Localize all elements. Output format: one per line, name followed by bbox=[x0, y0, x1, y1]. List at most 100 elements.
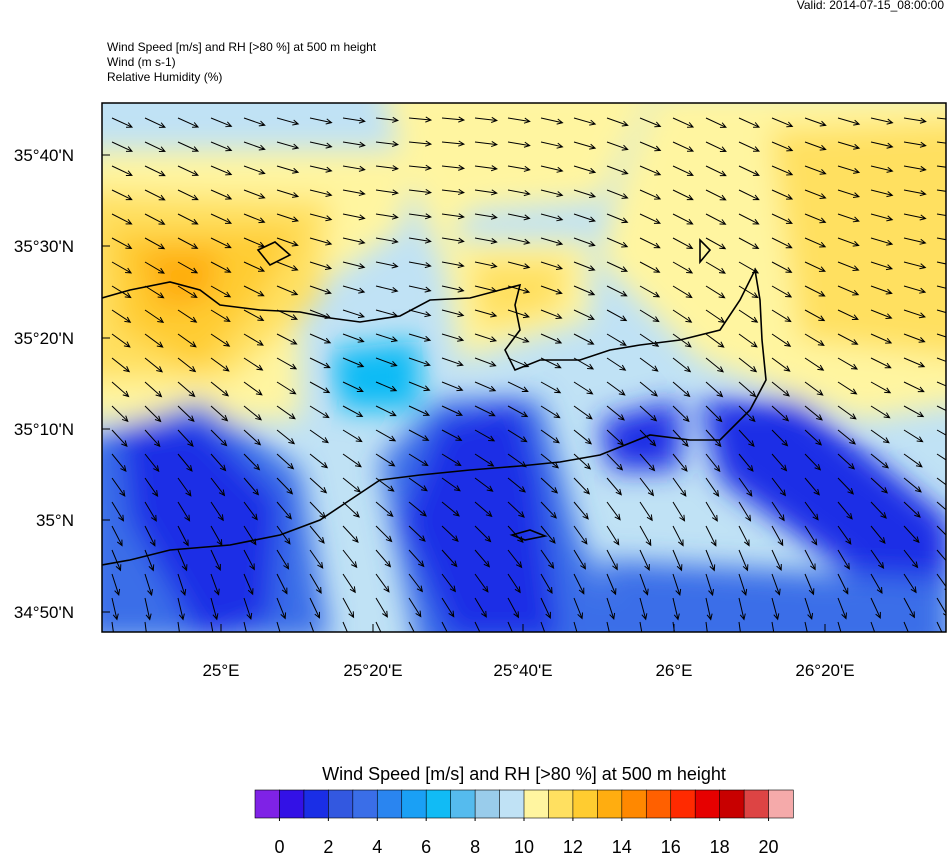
wind-arrow bbox=[837, 117, 861, 126]
wind-arrow bbox=[639, 621, 643, 632]
wind-arrow bbox=[309, 285, 332, 295]
wind-arrow bbox=[804, 621, 808, 632]
wind-arrow bbox=[870, 261, 894, 271]
wind-arrow bbox=[903, 621, 909, 632]
wind-arrow bbox=[243, 381, 263, 396]
wind-arrow bbox=[936, 285, 946, 289]
wind-arrow bbox=[639, 333, 660, 347]
wind-arrow bbox=[540, 237, 564, 246]
lon-label: 26°20'E bbox=[795, 661, 854, 680]
wind-arrow bbox=[507, 525, 524, 544]
wind-arrow bbox=[375, 381, 398, 392]
wind-arrow bbox=[540, 573, 553, 595]
wind-arrow bbox=[639, 453, 656, 472]
lon-label: 26°E bbox=[655, 661, 692, 680]
wind-arrow bbox=[903, 189, 927, 197]
wind-arrow bbox=[837, 261, 860, 272]
wind-arrow bbox=[804, 141, 827, 151]
wind-arrow bbox=[573, 141, 597, 150]
wind-arrow bbox=[210, 573, 220, 596]
wind-arrow bbox=[276, 165, 300, 174]
wind-arrow bbox=[276, 525, 291, 545]
wind-arrow bbox=[276, 501, 292, 520]
wind-arrow bbox=[672, 525, 684, 547]
colorbar-swatch bbox=[303, 789, 329, 819]
wind-arrow bbox=[804, 525, 818, 546]
wind-arrow bbox=[507, 477, 526, 493]
wind-arrow bbox=[507, 357, 530, 368]
map-axes: 35°40'N 35°30'N 35°20'N 35°10'N 35°N 34°50'N 2… bbox=[14, 146, 855, 680]
wind-arrow bbox=[276, 117, 300, 126]
wind-arrow bbox=[210, 237, 232, 249]
wind-arrow bbox=[771, 597, 780, 621]
wind-arrow bbox=[342, 573, 356, 594]
wind-arrow bbox=[573, 357, 595, 370]
wind-arrow bbox=[639, 141, 662, 152]
wind-arrow bbox=[177, 333, 197, 348]
wind-arrow bbox=[474, 237, 498, 245]
wind-arrow bbox=[540, 261, 564, 271]
wind-arrow bbox=[210, 117, 233, 128]
wind-arrow bbox=[342, 333, 365, 343]
wind-arrow bbox=[210, 213, 233, 224]
wind-arrow bbox=[573, 381, 594, 395]
wind-arrow bbox=[540, 309, 563, 320]
wind-arrow bbox=[441, 381, 464, 392]
wind-arrow bbox=[738, 261, 760, 274]
wind-arrow bbox=[837, 141, 861, 150]
wind-arrow bbox=[276, 597, 287, 620]
wind-arrow bbox=[375, 116, 400, 123]
wind-arrow bbox=[144, 501, 157, 522]
wind-arrow bbox=[441, 213, 465, 220]
wind-arrow bbox=[507, 285, 531, 294]
wind-arrow bbox=[573, 213, 596, 223]
wind-arrow bbox=[705, 141, 727, 152]
wind-arrow bbox=[276, 549, 290, 570]
wind-arrow bbox=[342, 237, 366, 245]
wind-arrow bbox=[771, 189, 794, 200]
wind-arrow bbox=[276, 189, 300, 198]
wind-arrow bbox=[573, 333, 595, 345]
wind-arrow bbox=[870, 237, 894, 246]
wind-arrow bbox=[375, 357, 398, 367]
wind-arrow bbox=[870, 501, 887, 519]
wind-arrow bbox=[672, 333, 692, 348]
colorbar-swatch bbox=[401, 789, 427, 819]
wind-arrow bbox=[144, 141, 166, 152]
valid-time: Valid: 2014-07-15_08:00:00 bbox=[797, 0, 945, 12]
wind-arrow bbox=[804, 477, 820, 496]
wind-arrow bbox=[474, 501, 493, 518]
wind-arrow bbox=[408, 381, 431, 392]
wind-arrow bbox=[144, 309, 165, 324]
wind-arrow bbox=[870, 453, 890, 469]
colorbar-tick-label: 12 bbox=[563, 837, 583, 854]
wind-arrow bbox=[144, 525, 156, 547]
wind-arrow bbox=[342, 453, 362, 468]
wind-arrow bbox=[243, 477, 260, 496]
wind-arrow bbox=[573, 597, 584, 620]
wind-arrow bbox=[408, 501, 427, 517]
wind-arrow bbox=[837, 213, 860, 223]
wind-arrow bbox=[804, 501, 819, 521]
wind-arrow bbox=[705, 429, 722, 448]
wind-arrow bbox=[837, 237, 860, 247]
wind-arrow bbox=[507, 381, 529, 393]
wind-arrow bbox=[936, 573, 946, 591]
wind-arrow bbox=[540, 429, 560, 444]
wind-arrow bbox=[870, 525, 886, 544]
wind-arrow bbox=[903, 477, 922, 493]
wind-arrow bbox=[672, 309, 693, 323]
wind-arrow bbox=[177, 213, 199, 225]
lat-label: 35°N bbox=[36, 511, 74, 530]
wind-arrow bbox=[441, 188, 465, 196]
wind-arrow bbox=[771, 285, 793, 298]
wind-arrow bbox=[276, 285, 299, 296]
wind-arrow bbox=[936, 309, 946, 314]
wind-arrow bbox=[177, 429, 194, 447]
wind-arrow bbox=[837, 357, 859, 370]
wind-arrow bbox=[540, 453, 560, 469]
wind-arrow bbox=[177, 621, 180, 632]
wind-arrow bbox=[474, 525, 492, 543]
wind-arrow bbox=[606, 237, 629, 248]
wind-arrow bbox=[804, 261, 826, 272]
